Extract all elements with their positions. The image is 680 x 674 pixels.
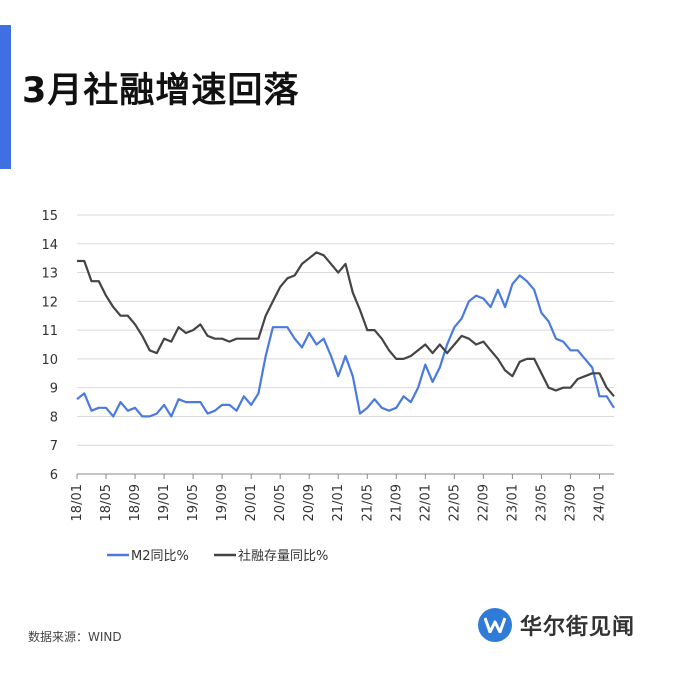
x-tick-label: 22/05 xyxy=(447,484,462,521)
x-tick-label: 24/01 xyxy=(592,484,607,521)
x-tick-label: 23/05 xyxy=(534,484,549,521)
x-tick-label: 23/01 xyxy=(505,484,520,521)
y-tick-label: 11 xyxy=(41,324,58,339)
accent-bar xyxy=(0,25,11,169)
x-tick-label: 18/09 xyxy=(128,484,143,521)
grid-lines xyxy=(77,214,614,475)
y-tick-label: 15 xyxy=(41,209,58,224)
x-tick-label: 20/01 xyxy=(244,484,259,521)
x-tick-label: 21/05 xyxy=(360,484,375,521)
x-tick-label: 21/09 xyxy=(389,484,404,521)
x-tick-label: 18/01 xyxy=(70,484,85,521)
y-tick-label: 10 xyxy=(41,353,58,368)
x-tick-label: 22/01 xyxy=(418,484,433,521)
x-tick-label: 22/09 xyxy=(476,484,491,521)
brand-name: 华尔街见闻 xyxy=(520,615,636,640)
x-tick-label: 20/09 xyxy=(302,484,317,521)
y-tick-label: 13 xyxy=(41,267,58,282)
y-tick-label: 6 xyxy=(50,468,58,483)
x-tick-label: 19/09 xyxy=(215,484,230,521)
x-axis-ticks: 18/01 18/05 18/09 19/01 19/05 19/09 20/01 20/05… xyxy=(70,474,607,521)
series-line-m2 xyxy=(76,274,615,418)
legend: M2同比% 社融存量同比% xyxy=(107,548,328,564)
x-tick-label: 23/09 xyxy=(563,484,578,521)
y-tick-label: 14 xyxy=(41,238,58,253)
line-chart: 6 7 8 9 10 11 12 13 14 15 18/01 18/05 18/09 19/01 19/… xyxy=(41,209,615,564)
logo-w-icon xyxy=(478,608,512,642)
y-tick-label: 7 xyxy=(50,439,58,454)
legend-label: M2同比% xyxy=(131,549,189,564)
y-tick-label: 8 xyxy=(50,410,58,425)
y-tick-label: 9 xyxy=(50,382,58,397)
y-tick-label: 12 xyxy=(41,295,58,310)
x-tick-label: 19/01 xyxy=(157,484,172,521)
data-source-note: 数据来源：WIND xyxy=(28,630,122,644)
y-axis-ticks: 6 7 8 9 10 11 12 13 14 15 xyxy=(41,209,58,483)
legend-label: 社融存量同比% xyxy=(238,548,328,564)
series-lines xyxy=(76,251,615,418)
series-line-tsf xyxy=(77,251,615,398)
x-tick-label: 18/05 xyxy=(99,484,114,521)
x-tick-label: 21/01 xyxy=(331,484,346,521)
brand-logo: 华尔街见闻 xyxy=(478,608,635,642)
x-tick-label: 19/05 xyxy=(186,484,201,521)
x-tick-label: 20/05 xyxy=(273,484,288,521)
page-title: 3月社融增速回落 xyxy=(22,71,300,111)
